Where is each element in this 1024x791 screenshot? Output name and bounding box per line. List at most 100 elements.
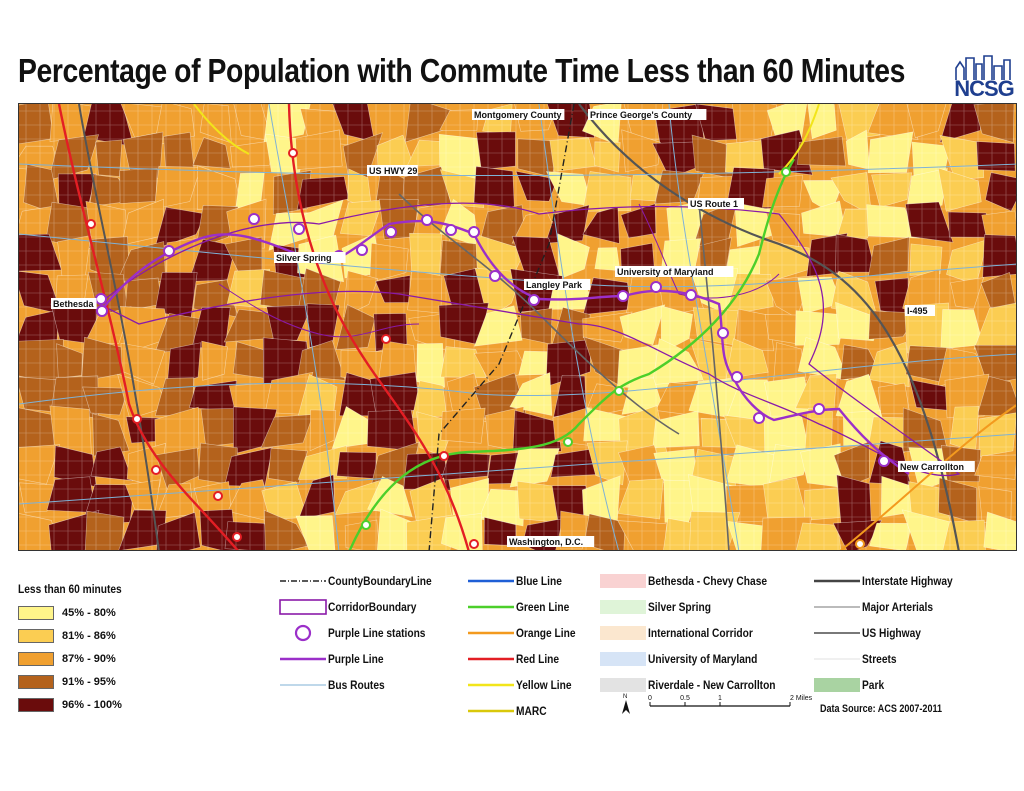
population-class-label: 81% - 86%: [62, 630, 116, 642]
purple-line-station[interactable]: [731, 371, 743, 383]
map-label-bethesda: Bethesda: [53, 299, 95, 309]
legend-item-yellow-line: Yellow Line: [466, 672, 586, 698]
purple-line-station[interactable]: [617, 290, 629, 302]
purple-line-station[interactable]: [650, 281, 662, 293]
legend-item-marc: MARC: [466, 698, 586, 724]
legend-symbol: [466, 675, 516, 695]
legend-symbol: [812, 571, 862, 591]
population-class-label: 96% - 100%: [62, 699, 122, 711]
legend-label: University of Maryland: [648, 652, 758, 666]
legend-corridor-areas: Bethesda - Chevy Chase Silver Spring Inter…: [598, 568, 798, 698]
population-swatch: [18, 629, 54, 643]
legend-label: MARC: [516, 704, 547, 718]
legend-item-major-arterials: Major Arterials: [812, 594, 969, 620]
population-class-row: 81% - 86%: [18, 627, 116, 645]
scale-tick-label: 1: [718, 695, 722, 702]
population-class-row: 91% - 95%: [18, 673, 116, 691]
orange-line: [839, 404, 1016, 550]
purple-line-station[interactable]: [248, 213, 260, 225]
red-line-station[interactable]: [132, 414, 142, 424]
population-class-label: 91% - 95%: [62, 676, 116, 688]
legend-item-green-line: Green Line: [466, 594, 586, 620]
red-line-station[interactable]: [439, 451, 449, 461]
map-label-langleypark: Langley Park: [526, 280, 583, 290]
green-line-station[interactable]: [563, 437, 573, 447]
legend-transit-corridor: CountyBoundaryLine CorridorBoundary Purple…: [278, 568, 450, 698]
legend-label: Orange Line: [516, 626, 576, 640]
purple-line-station[interactable]: [95, 293, 107, 305]
population-swatch: [18, 606, 54, 620]
ncsg-logo: NCSG: [952, 52, 1016, 106]
purple-line-station[interactable]: [528, 294, 540, 306]
orange-line-station[interactable]: [855, 539, 865, 549]
legend-label: Yellow Line: [516, 678, 572, 692]
red-line-station[interactable]: [288, 148, 298, 158]
legend-symbol: [466, 701, 516, 721]
green-line-station[interactable]: [781, 167, 791, 177]
green-line-station[interactable]: [614, 386, 624, 396]
population-class-row: 45% - 80%: [18, 604, 116, 622]
legend-symbol: [466, 597, 516, 617]
legend-symbol: [598, 571, 648, 591]
legend-item-red-line: Red Line: [466, 646, 586, 672]
red-line-station[interactable]: [213, 491, 223, 501]
purple-line-station[interactable]: [878, 455, 890, 467]
purple-line-station[interactable]: [685, 289, 697, 301]
population-swatch: [18, 675, 54, 689]
legend-symbol: [466, 571, 516, 591]
map-label-washington: Washington, D.C.: [509, 537, 583, 547]
purple-line-station[interactable]: [489, 270, 501, 282]
legend-roads: Interstate Highway Major Arterials US High…: [812, 568, 969, 698]
red-line-station[interactable]: [232, 532, 242, 542]
purple-line-station[interactable]: [421, 214, 433, 226]
red-line-station[interactable]: [469, 539, 479, 549]
legend-symbol: [812, 597, 862, 617]
red-line-station[interactable]: [381, 334, 391, 344]
legend-item-silver-spring: Silver Spring: [598, 594, 798, 620]
legend-label: Streets: [862, 652, 897, 666]
green-line-station[interactable]: [361, 520, 371, 530]
north-arrow-icon: N: [622, 694, 630, 714]
purple-line-station[interactable]: [753, 412, 765, 424]
legend-label: Green Line: [516, 600, 570, 614]
map-labels: Montgomery County Prince George's County U…: [51, 109, 975, 547]
purple-line-station[interactable]: [293, 223, 305, 235]
legend-item-countyboundaryline: CountyBoundaryLine: [278, 568, 450, 594]
legend-label: Bus Routes: [328, 678, 385, 692]
legend-item-bus-routes: Bus Routes: [278, 672, 450, 698]
legend-item-blue-line: Blue Line: [466, 568, 586, 594]
purple-line-station[interactable]: [468, 226, 480, 238]
population-swatch: [18, 652, 54, 666]
legend-item-us-highway: US Highway: [812, 620, 969, 646]
legend-symbol: [278, 675, 328, 695]
legend-item-corridorboundary: CorridorBoundary: [278, 594, 450, 620]
purple-line-station[interactable]: [356, 244, 368, 256]
purple-line-station[interactable]: [717, 327, 729, 339]
legend-label: Riverdale - New Carrollton: [648, 678, 776, 692]
purple-line-station[interactable]: [163, 245, 175, 257]
red-line-east: [287, 104, 470, 550]
map-frame[interactable]: Montgomery County Prince George's County U…: [18, 103, 1017, 551]
legend-symbol: [278, 571, 328, 591]
map-canvas[interactable]: Montgomery County Prince George's County U…: [19, 104, 1017, 551]
purple-line-station[interactable]: [385, 226, 397, 238]
red-line-station[interactable]: [86, 219, 96, 229]
legend-label: Major Arterials: [862, 600, 934, 614]
legend-metro-lines: Blue Line Green Line Orange Line Red Line Ye…: [466, 568, 586, 724]
legend-label: Purple Line: [328, 652, 384, 666]
legend-item-purple-line: Purple Line: [278, 646, 450, 672]
purple-line-station[interactable]: [96, 305, 108, 317]
legend-label: Bethesda - Chevy Chase: [648, 574, 768, 588]
population-swatch: [18, 698, 54, 712]
map-label-silverspring: Silver Spring: [276, 253, 332, 263]
population-class-row: 87% - 90%: [18, 650, 116, 668]
population-class-row: 96% - 100%: [18, 696, 122, 714]
scale-tick-label: 0: [648, 695, 652, 702]
purple-line-station[interactable]: [813, 403, 825, 415]
purple-line-station[interactable]: [445, 224, 457, 236]
scale-tick-label: 0.5: [680, 695, 690, 702]
scale-bar: N 0 0.5 1 2 Miles: [618, 690, 818, 720]
legend-symbol: [812, 623, 862, 643]
map-label-montgomery: Montgomery County: [474, 110, 562, 120]
red-line-station[interactable]: [151, 465, 161, 475]
